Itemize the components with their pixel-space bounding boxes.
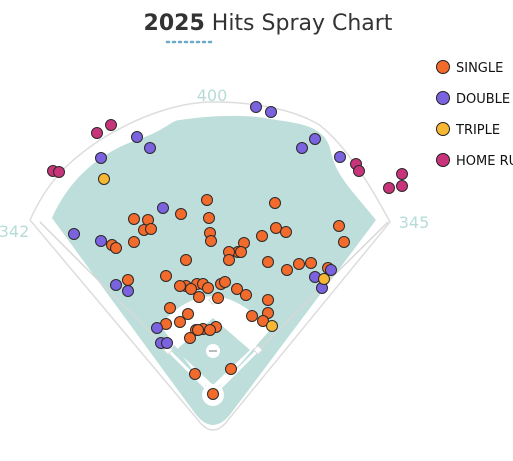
hit-marker-single xyxy=(207,388,219,400)
hit-marker-single xyxy=(128,213,140,225)
hit-marker-single xyxy=(180,254,192,266)
hit-marker-single xyxy=(225,363,237,375)
hit-marker-double xyxy=(334,151,346,163)
hit-marker-single xyxy=(164,302,176,314)
hit-marker-double xyxy=(265,106,277,118)
hit-marker-double xyxy=(95,152,107,164)
hit-marker-single xyxy=(122,274,134,286)
hit-marker-home-run xyxy=(383,182,395,194)
legend: SINGLE DOUBLE TRIPLE HOME RUN xyxy=(436,60,513,169)
hit-marker-single xyxy=(240,289,252,301)
hit-marker-double xyxy=(122,285,134,297)
hit-marker-single xyxy=(174,316,186,328)
hit-marker-single xyxy=(192,324,204,336)
fence-label-left: 342 xyxy=(0,222,29,241)
hit-marker-single xyxy=(205,235,217,247)
hit-marker-single xyxy=(204,324,216,336)
hit-marker-single xyxy=(175,208,187,220)
hit-marker-triple xyxy=(318,273,330,285)
hit-marker-single xyxy=(193,291,205,303)
hit-marker-double xyxy=(110,279,122,291)
hit-marker-single xyxy=(182,308,194,320)
hit-marker-single xyxy=(145,223,157,235)
hit-marker-single xyxy=(305,257,317,269)
hit-marker-single xyxy=(257,315,269,327)
hit-marker-single xyxy=(280,226,292,238)
chart-title: 2025 Hits Spray Chart xyxy=(144,11,393,36)
hit-marker-triple xyxy=(98,173,110,185)
hit-marker-single xyxy=(262,256,274,268)
legend-swatch-triple xyxy=(436,122,450,136)
hit-marker-home-run xyxy=(353,165,365,177)
hit-marker-double xyxy=(151,322,163,334)
hit-marker-single xyxy=(270,222,282,234)
title-year: 2025 xyxy=(144,11,205,36)
hit-marker-single xyxy=(246,310,258,322)
hit-marker-home-run xyxy=(53,166,65,178)
hit-marker-single xyxy=(174,280,186,292)
hit-marker-single xyxy=(269,197,281,209)
legend-swatch-double xyxy=(436,91,450,105)
hit-marker-double xyxy=(161,337,173,349)
hit-marker-double xyxy=(131,131,143,143)
hit-marker-triple xyxy=(266,320,278,332)
hit-marker-double xyxy=(325,264,337,276)
hit-marker-single xyxy=(256,230,268,242)
hit-marker-single xyxy=(212,292,224,304)
legend-swatch-single xyxy=(436,60,450,74)
hit-marker-single xyxy=(189,368,201,380)
hit-marker-single xyxy=(203,212,215,224)
legend-label-triple: TRIPLE xyxy=(455,123,500,138)
hit-marker-single xyxy=(185,283,197,295)
hit-marker-single xyxy=(110,242,122,254)
legend-label-double: DOUBLE xyxy=(456,92,510,107)
hit-markers xyxy=(47,101,408,400)
hit-marker-single xyxy=(293,258,305,270)
legend-item-single: SINGLE xyxy=(436,60,503,76)
legend-item-home-run: HOME RUN xyxy=(436,153,513,169)
legend-label-single: SINGLE xyxy=(456,61,503,76)
hit-marker-home-run xyxy=(396,168,408,180)
legend-label-home-run: HOME RUN xyxy=(456,154,513,169)
stadium-outline xyxy=(29,101,391,431)
hit-marker-single xyxy=(160,270,172,282)
hit-marker-single xyxy=(184,332,196,344)
legend-item-triple: TRIPLE xyxy=(436,122,500,138)
hit-marker-single xyxy=(128,236,140,248)
hit-marker-double xyxy=(250,101,262,113)
hit-marker-home-run xyxy=(396,180,408,192)
hit-marker-double xyxy=(144,142,156,154)
hit-marker-single xyxy=(201,194,213,206)
legend-swatch-home-run xyxy=(436,153,450,167)
hit-marker-single xyxy=(219,276,231,288)
pitchers-rubber xyxy=(209,350,217,352)
hit-marker-single xyxy=(235,246,247,258)
hit-marker-single xyxy=(338,236,350,248)
hit-marker-single xyxy=(333,220,345,232)
title-text: Hits Spray Chart xyxy=(205,11,393,36)
hit-marker-single xyxy=(281,264,293,276)
hit-marker-double xyxy=(68,228,80,240)
hit-marker-home-run xyxy=(91,127,103,139)
legend-item-double: DOUBLE xyxy=(436,91,510,107)
first-base xyxy=(253,345,263,355)
fence-label-center: 400 xyxy=(197,86,228,105)
hit-marker-home-run xyxy=(105,119,117,131)
hit-marker-double xyxy=(95,235,107,247)
fence-label-right: 345 xyxy=(399,213,430,232)
hit-marker-single xyxy=(223,254,235,266)
hit-marker-single xyxy=(231,283,243,295)
hit-marker-single xyxy=(202,282,214,294)
hit-marker-double xyxy=(309,133,321,145)
hit-marker-double xyxy=(296,142,308,154)
hit-marker-double xyxy=(157,202,169,214)
outfield-grass xyxy=(52,115,376,426)
hit-marker-single xyxy=(262,294,274,306)
